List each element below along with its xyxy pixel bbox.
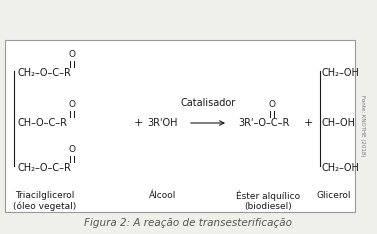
Text: O: O [69,145,75,154]
Text: Triacilglicerol: Triacilglicerol [15,191,75,201]
Text: Fonte: KNOTHE (2018): Fonte: KNOTHE (2018) [360,95,365,157]
Text: CH₂–OH: CH₂–OH [322,163,360,173]
Text: (biodiesel): (biodiesel) [244,201,292,211]
Bar [5,40,355,212]
Text: +: + [133,118,143,128]
Text: 3R'OH: 3R'OH [148,118,178,128]
Text: CH–OH: CH–OH [322,118,356,128]
Text: CH₂–OH: CH₂–OH [322,68,360,78]
Text: 3R'–O–C–R: 3R'–O–C–R [238,118,290,128]
Text: Figura 2: A reação de transesterificação: Figura 2: A reação de transesterificação [84,218,292,228]
Text: Álcool: Álcool [149,191,177,201]
Text: Éster alquílico: Éster alquílico [236,191,300,201]
Text: Glicerol: Glicerol [317,191,351,201]
Text: CH₂–O–C–R: CH₂–O–C–R [17,163,71,173]
Text: CH–O–C–R: CH–O–C–R [17,118,67,128]
Text: O: O [69,100,75,109]
Text: (óleo vegetal): (óleo vegetal) [13,201,77,211]
Text: +: + [303,118,313,128]
Text: CH₂–O–C–R: CH₂–O–C–R [17,68,71,78]
Text: Catalisador: Catalisador [180,98,236,108]
Text: O: O [268,100,276,109]
Text: O: O [69,50,75,59]
